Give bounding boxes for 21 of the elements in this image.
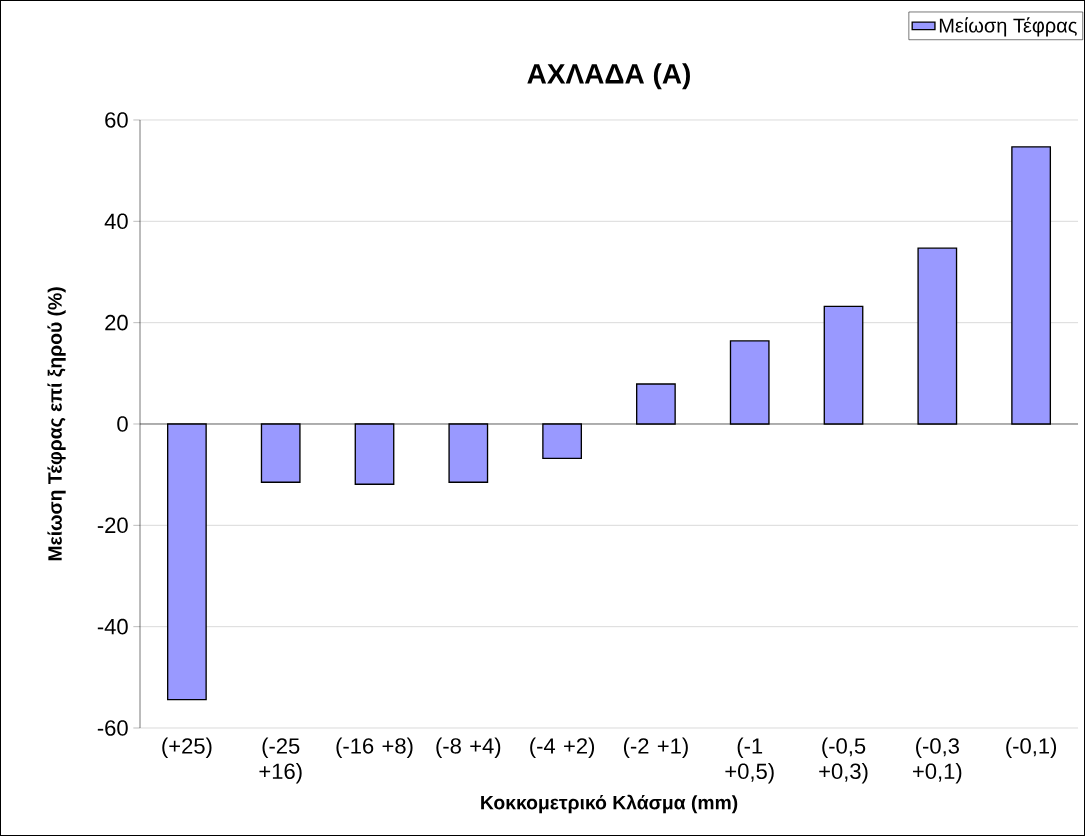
y-tick-label: 60 [105, 112, 128, 128]
x-tick-label: (-25 +16) [259, 737, 302, 784]
y-tick-label: -40 [97, 618, 128, 635]
x-tick-label: (+25) [162, 737, 212, 759]
y-tick-label: 40 [104, 213, 128, 230]
x-tick-label: (-1 +0,5) [725, 737, 774, 784]
y-tick-label: -20 [97, 517, 128, 534]
legend-label: Μείωση Τέφρας [939, 17, 1077, 37]
chart-title: ΑΧΛΑΔΑ (Α) [527, 63, 690, 90]
x-tick-label: (-16 +8) [336, 737, 413, 759]
y-tick-label: 20 [105, 314, 128, 331]
x-tick-label: (-8 +4) [436, 737, 501, 759]
x-tick-label: (-2 +1) [623, 737, 688, 759]
x-axis-title: Κοκκομετρικό Κλάσμα (mm) [481, 794, 738, 814]
x-tick-label: (-4 +2) [530, 737, 595, 759]
y-axis-title: Μείωση Τέφρας επί ξηρού (%) [47, 287, 66, 561]
y-tick-label: -60 [97, 720, 128, 736]
x-tick-label: (-0,1) [1006, 737, 1057, 759]
x-tick-label: (-0,5 +0,3) [819, 737, 868, 784]
y-tick-label: 0 [117, 416, 128, 432]
x-tick-label: (-0,3 +0,1) [913, 737, 962, 784]
